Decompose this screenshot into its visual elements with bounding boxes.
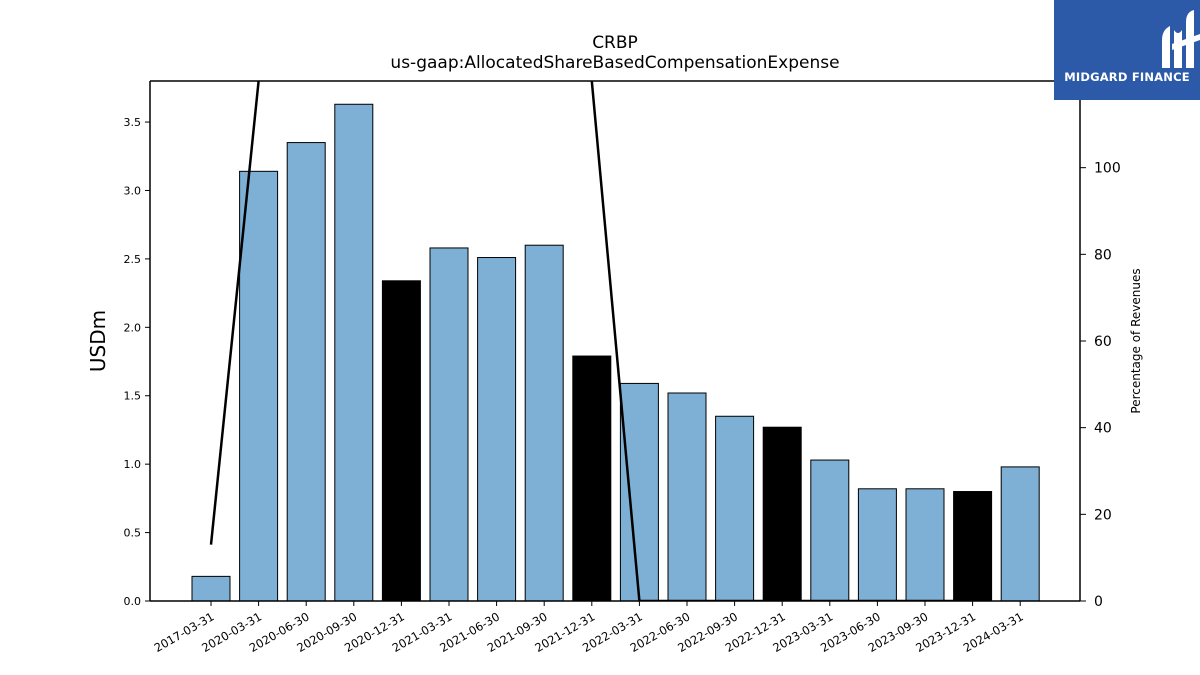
bar xyxy=(857,488,897,602)
percentage-line-segment xyxy=(209,81,260,545)
y-tick-label: 1.5 xyxy=(124,390,142,403)
logo-mark-icon xyxy=(1162,10,1200,68)
bar xyxy=(762,426,802,602)
y2-tick-label: 100 xyxy=(1094,161,1121,177)
bar xyxy=(953,491,993,602)
y2-tick-label: 40 xyxy=(1094,421,1112,437)
bar xyxy=(905,488,945,602)
logo-text: MIDGARD FINANCE xyxy=(1064,70,1190,84)
bar-series xyxy=(191,103,1040,602)
midgard-finance-logo: MIDGARD FINANCE xyxy=(1054,0,1200,100)
bar xyxy=(1000,466,1040,602)
chart-subtitle: us-gaap:AllocatedShareBasedCompensationE… xyxy=(390,53,839,73)
y2-tick-label: 0 xyxy=(1094,594,1103,610)
bar xyxy=(286,142,326,602)
bar xyxy=(524,244,564,602)
y-tick-label: 0.5 xyxy=(124,527,142,540)
y-tick-label: 1.0 xyxy=(124,458,142,471)
y-tick-label: 3.5 xyxy=(124,116,142,129)
y-tick-label: 3.0 xyxy=(124,184,142,197)
chart-title: CRBP xyxy=(592,33,638,53)
bar xyxy=(667,392,707,602)
bar xyxy=(477,257,517,602)
y-axis-label: USDm xyxy=(86,310,110,372)
percentage-line xyxy=(209,81,973,601)
bar xyxy=(191,575,231,602)
y-tick-label: 2.5 xyxy=(124,253,142,266)
bar xyxy=(239,170,279,602)
bar xyxy=(334,103,374,602)
y-tick-label: 0.0 xyxy=(124,595,142,608)
bar xyxy=(619,382,659,602)
bar xyxy=(381,280,421,602)
y2-axis-label: Percentage of Revenues xyxy=(1129,268,1143,413)
bar xyxy=(715,415,755,602)
y2-tick-label: 60 xyxy=(1094,334,1112,350)
bar xyxy=(572,355,612,602)
bar xyxy=(810,459,850,602)
bar xyxy=(429,247,469,602)
y2-tick-label: 20 xyxy=(1094,507,1112,523)
y2-tick-label: 80 xyxy=(1094,247,1112,263)
y-tick-label: 2.0 xyxy=(124,321,142,334)
